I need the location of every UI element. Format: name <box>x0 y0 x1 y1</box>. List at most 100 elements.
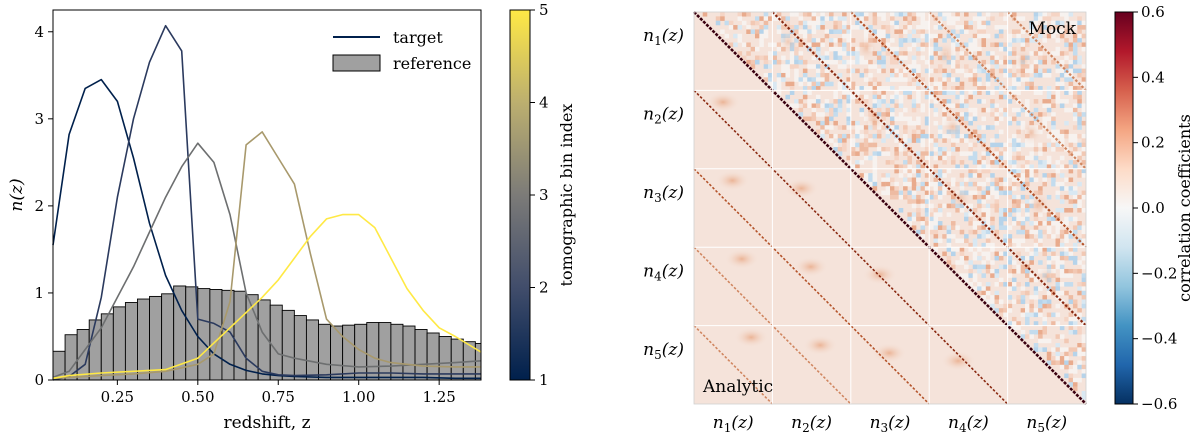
mock-cell <box>916 12 921 17</box>
left-axes-frame <box>52 9 482 381</box>
mock-cell <box>990 260 995 265</box>
mock-cell <box>868 33 873 39</box>
mock-cell <box>1064 216 1069 222</box>
x-axis-label: redshift, z <box>223 413 310 433</box>
mock-blob <box>1012 48 1035 74</box>
mock-cell <box>1077 120 1082 126</box>
mock-cell <box>833 55 838 61</box>
x-tick-label: 1.25 <box>422 388 455 406</box>
mock-cell <box>959 94 965 100</box>
mock-cell <box>1003 308 1008 313</box>
mock-cell <box>998 277 1004 283</box>
mock-cell <box>964 234 969 239</box>
mock-cell <box>981 42 987 48</box>
mock-cell <box>1025 247 1030 252</box>
mock-cell <box>850 46 856 52</box>
mock-cell <box>911 190 917 196</box>
mock-cell <box>1011 142 1017 148</box>
mock-cell <box>789 25 795 30</box>
mock-cell <box>1007 273 1013 278</box>
mock-cell <box>977 290 982 296</box>
mock-cell <box>824 77 830 82</box>
mock-cell <box>964 255 969 261</box>
mock-cell <box>920 234 926 239</box>
mock-cell <box>842 133 847 139</box>
mock-cell <box>789 59 795 65</box>
mock-cell <box>994 186 1000 191</box>
mock-cell <box>968 229 973 235</box>
mock-cell <box>863 129 869 135</box>
mock-cell <box>907 199 912 204</box>
mock-cell <box>1020 16 1026 21</box>
mock-cell <box>846 25 851 30</box>
mock-cell <box>794 72 799 78</box>
mock-cell <box>946 77 952 82</box>
mock-cell <box>746 51 751 56</box>
mock-cell <box>1011 221 1017 226</box>
mock-cell <box>890 77 895 82</box>
mock-cell <box>1020 290 1026 296</box>
series-line-bin-4 <box>52 131 481 380</box>
mock-cell <box>754 55 760 61</box>
y-axis-label: n(z) <box>7 178 27 211</box>
mock-cell <box>1055 12 1061 17</box>
mock-cell <box>811 42 817 48</box>
mock-cell <box>1055 303 1061 309</box>
mock-cell <box>1068 329 1074 335</box>
mock-cell <box>1077 20 1082 26</box>
mock-cell <box>994 268 1000 274</box>
mock-cell <box>1011 238 1017 244</box>
mock-cell <box>1081 133 1087 139</box>
mock-cell <box>855 142 860 148</box>
mock-cell <box>1038 72 1043 78</box>
mock-cell <box>964 212 969 217</box>
mock-cell <box>1068 59 1074 65</box>
mock-cell <box>929 190 934 196</box>
mock-cell <box>1068 86 1074 91</box>
mock-cell <box>1011 138 1017 143</box>
mock-cell <box>994 160 1000 165</box>
mock-cell <box>1081 77 1087 82</box>
mock-cell <box>1025 181 1030 187</box>
mock-cell <box>737 16 743 21</box>
mock-cell <box>985 221 991 226</box>
mock-cell <box>968 282 973 287</box>
mock-cell <box>1033 251 1039 257</box>
mock-cell <box>942 72 947 78</box>
mock-cell <box>1051 181 1056 187</box>
mock-cell <box>937 194 943 200</box>
mock-cell <box>820 133 825 139</box>
mock-cell <box>964 103 969 109</box>
mock-cell <box>885 107 891 113</box>
mock-cell <box>990 103 995 109</box>
mock-cell <box>985 72 991 78</box>
mock-cell <box>1081 229 1087 235</box>
mock-cell <box>1059 129 1065 135</box>
mock-cell <box>1059 81 1065 87</box>
mock-cell <box>968 190 973 196</box>
mock-cell <box>876 147 882 152</box>
mock-cell <box>1011 321 1017 326</box>
mock-cell <box>1055 133 1061 139</box>
mock-cell <box>1072 268 1078 274</box>
mock-cell <box>916 216 921 222</box>
mock-cell <box>1007 160 1013 165</box>
mock-cell <box>1003 25 1008 30</box>
mock-cell <box>1064 208 1069 213</box>
mock-cell <box>981 295 987 300</box>
mock-cell <box>990 299 995 305</box>
mock-cell <box>950 251 956 257</box>
mock-cell <box>1072 33 1078 39</box>
mock-cell <box>933 120 939 126</box>
mock-cell <box>1064 347 1069 352</box>
mock-cell <box>1081 290 1087 296</box>
mock-cell <box>829 116 834 122</box>
histogram-bar <box>318 323 332 381</box>
mock-cell <box>990 112 995 117</box>
mock-cell <box>972 55 978 61</box>
mock-cell <box>1051 138 1056 143</box>
mock-cell <box>937 212 943 217</box>
mock-cell <box>829 112 834 117</box>
mock-cell <box>933 90 939 95</box>
mock-cell <box>776 86 782 91</box>
